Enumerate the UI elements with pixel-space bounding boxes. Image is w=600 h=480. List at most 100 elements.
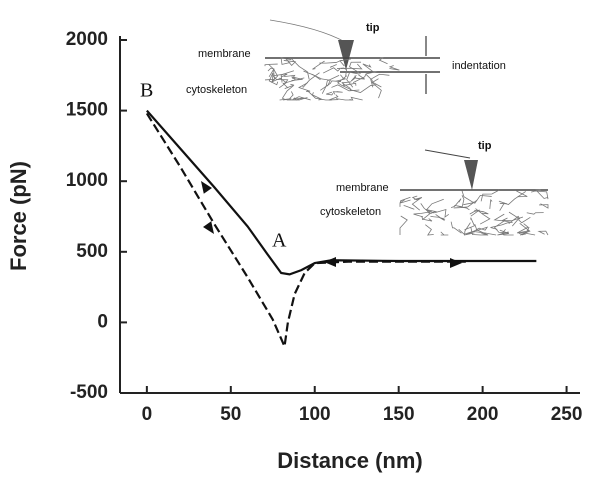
fibre: [362, 63, 374, 73]
fibre: [329, 64, 337, 68]
fibre: [378, 57, 388, 65]
fibre: [472, 227, 497, 236]
fibre: [278, 77, 288, 89]
fibre: [268, 72, 279, 86]
network: [264, 57, 400, 101]
x-tick-label: 50: [220, 404, 241, 425]
fibre: [264, 63, 278, 67]
fibre: [493, 213, 513, 223]
fibre: [282, 77, 305, 89]
fibre: [371, 78, 382, 99]
fibre: [365, 74, 382, 88]
fibre: [267, 67, 275, 78]
fibre: [346, 71, 360, 88]
annotation: tip: [366, 22, 380, 34]
fibre: [493, 219, 509, 234]
fibre: [271, 73, 281, 83]
fibre: [326, 91, 334, 96]
fibre: [302, 72, 320, 88]
fibre: [284, 83, 295, 89]
fibre: [298, 82, 311, 93]
annotation: cytoskeleton: [320, 206, 381, 218]
fibre: [331, 84, 360, 92]
fibre: [335, 74, 347, 82]
fibre: [531, 190, 549, 200]
x-tick-label: 200: [467, 404, 499, 425]
fibre: [434, 208, 450, 218]
fibre: [490, 221, 510, 230]
fibre: [489, 199, 493, 209]
x-tick-label: 250: [551, 404, 583, 425]
annotation: cytoskeleton: [186, 84, 247, 96]
fibre: [312, 60, 325, 70]
fibre: [498, 191, 526, 205]
fibre: [399, 199, 411, 204]
fibre: [480, 189, 500, 202]
network: [399, 189, 549, 236]
fibre: [340, 63, 363, 70]
y-axis-label: Force (pN): [6, 161, 31, 271]
annotation: A: [272, 230, 287, 252]
fibre: [328, 94, 339, 101]
arrowhead: [203, 221, 214, 234]
y-tick-label: 1000: [66, 170, 108, 191]
fibre: [508, 211, 521, 225]
fibre: [323, 67, 341, 74]
arrowhead: [324, 257, 336, 267]
x-tick-label: 100: [299, 404, 331, 425]
annotation: membrane: [198, 48, 251, 60]
fibre: [283, 74, 297, 79]
fibre: [350, 84, 377, 93]
fibre: [319, 59, 342, 64]
fibre: [535, 189, 549, 199]
y-tick-label: 1500: [66, 100, 108, 121]
tip-icon: [464, 160, 478, 190]
y-tick-label: -500: [70, 382, 108, 403]
fibre: [450, 198, 462, 208]
annotation: tip: [478, 140, 492, 152]
fibre: [453, 199, 478, 209]
fibre: [272, 73, 288, 78]
fibre: [292, 96, 311, 101]
fibre: [349, 96, 363, 101]
fibre: [450, 221, 462, 234]
cantilever: [269, 19, 346, 43]
y-tick-label: 500: [76, 241, 108, 262]
fibre: [413, 211, 432, 218]
fibre: [526, 212, 544, 215]
annotation: B: [140, 80, 153, 102]
fibre: [501, 216, 524, 222]
arrowhead: [450, 258, 462, 268]
inset-right: [399, 149, 549, 236]
fibre: [388, 65, 400, 71]
fibre: [461, 190, 475, 206]
y-tick-label: 2000: [66, 29, 108, 50]
inset-top: [264, 19, 440, 101]
fibre: [342, 81, 357, 86]
fibre: [516, 223, 529, 234]
fibre: [349, 61, 362, 74]
fibre: [475, 226, 489, 232]
arrowhead: [201, 181, 212, 194]
fibre: [464, 217, 475, 231]
line: [145, 112, 466, 351]
fibre: [281, 85, 294, 100]
x-tick-label: 150: [383, 404, 415, 425]
fibre: [539, 203, 549, 209]
fibre: [399, 196, 411, 207]
fibre: [279, 91, 294, 101]
annotation: indentation: [452, 60, 506, 72]
fibre: [303, 70, 321, 81]
fibre: [438, 216, 446, 222]
fibre: [458, 229, 476, 236]
cantilever: [424, 149, 471, 159]
tip-icon: [338, 40, 354, 70]
fibre: [440, 231, 449, 236]
fibre: [399, 215, 408, 235]
fibre: [337, 67, 348, 77]
fibre: [335, 98, 353, 101]
fibre: [341, 81, 352, 92]
fibre: [497, 229, 509, 236]
annotation: membrane: [336, 182, 389, 194]
